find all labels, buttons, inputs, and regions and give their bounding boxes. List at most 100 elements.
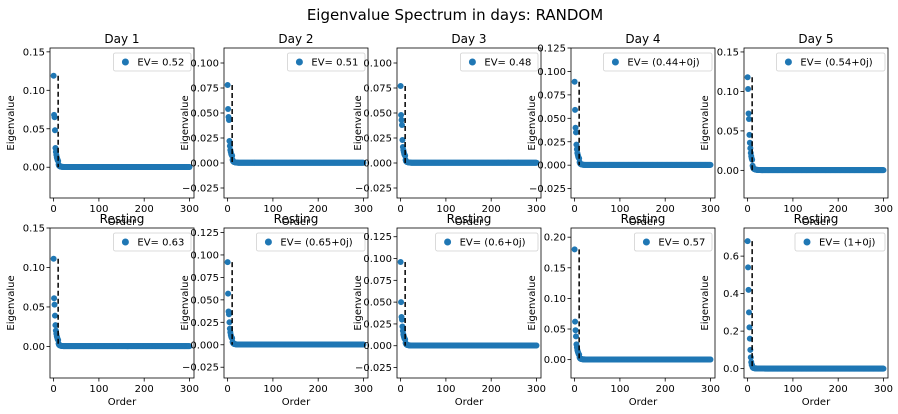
legend-box <box>634 232 713 252</box>
data-point <box>746 324 753 331</box>
x-tick-label: 100 <box>263 384 282 395</box>
y-tick-label: 0.6 <box>723 252 739 263</box>
x-tick-label: 100 <box>89 204 108 215</box>
x-axis-label: Order <box>108 217 137 228</box>
y-tick-label: 0.075 <box>190 273 219 284</box>
data-point <box>880 167 887 174</box>
data-point <box>572 327 579 334</box>
x-axis-label: Order <box>455 397 484 408</box>
legend-label: EV= (0.54+0j) <box>800 58 872 69</box>
legend-label: EV= 0.57 <box>658 238 705 249</box>
data-point <box>745 86 752 93</box>
data-point <box>225 117 232 123</box>
x-axis-label: Order <box>108 397 137 408</box>
subplot-panel: Resting 0 100 200 300 −0.025 0.000 0.025 0.050 0.… <box>180 212 373 408</box>
subplot-panel: Day 5 0 100 200 300 0.00 0.05 0.10 0.15 Order Eige… <box>700 32 893 228</box>
x-tick-label: 0 <box>50 204 56 215</box>
data-point <box>572 333 579 340</box>
data-point <box>399 323 406 330</box>
y-tick-label: 0.050 <box>363 298 392 309</box>
x-axis-label: Order <box>282 217 311 228</box>
plot-area-frame <box>743 227 889 379</box>
legend-marker <box>295 58 303 66</box>
plot-area-frame <box>570 47 716 199</box>
x-tick-label: 200 <box>482 384 501 395</box>
plot-area-frame <box>396 47 542 199</box>
scatter-series <box>397 83 540 166</box>
subplot-title: Day 3 <box>451 32 486 46</box>
data-point <box>226 138 233 144</box>
data-point <box>744 238 751 245</box>
x-tick-label: 100 <box>783 204 802 215</box>
y-tick-label: 0.075 <box>363 84 392 95</box>
y-tick-label: 0.000 <box>190 159 219 170</box>
legend-label: EV= (0.6+0j) <box>460 238 526 249</box>
subplot-title: Resting <box>100 212 145 226</box>
y-tick-label: −0.025 <box>182 363 219 374</box>
x-tick-label: 0 <box>397 384 403 395</box>
x-tick-label: 0 <box>571 384 577 395</box>
data-point <box>398 122 405 128</box>
data-point <box>746 139 753 146</box>
x-tick-label: 0 <box>744 384 750 395</box>
x-tick-label: 100 <box>436 384 455 395</box>
legend-label: EV= (0.65+0j) <box>280 238 352 249</box>
y-tick-label: 0.100 <box>190 59 219 70</box>
data-point <box>572 124 579 131</box>
x-tick-label: 200 <box>829 384 848 395</box>
data-point <box>51 312 58 319</box>
data-point <box>745 286 752 293</box>
x-tick-label: 0 <box>571 204 577 215</box>
data-point <box>224 259 231 266</box>
y-tick-label: 0.125 <box>537 44 566 55</box>
y-tick-label: 0.15 <box>23 224 45 235</box>
plot-area-frame <box>223 47 369 199</box>
x-axis-label: Order <box>455 217 484 228</box>
data-point <box>573 141 580 148</box>
y-tick-label: 0.075 <box>363 276 392 287</box>
data-point <box>707 356 714 363</box>
y-axis-label: Eigenvalue <box>527 275 538 330</box>
legend-box <box>459 52 539 72</box>
y-axis-label: Eigenvalue <box>700 95 711 150</box>
data-point <box>572 106 579 113</box>
data-point <box>745 116 752 123</box>
x-tick-label: 300 <box>527 384 546 395</box>
legend-box <box>113 52 192 72</box>
data-point <box>572 129 579 136</box>
subplot-title: Resting <box>621 212 666 226</box>
y-tick-label: −0.025 <box>529 184 566 195</box>
y-axis-label: Eigenvalue <box>180 95 191 150</box>
data-point <box>225 311 232 318</box>
legend-marker <box>121 238 129 246</box>
y-tick-label: −0.025 <box>355 363 392 374</box>
data-point <box>225 290 232 297</box>
scatter-series <box>224 259 367 348</box>
data-point <box>533 342 540 349</box>
scatter-series <box>50 72 193 170</box>
legend-marker <box>803 238 811 246</box>
scatter-series <box>744 238 887 372</box>
y-tick-label: −0.025 <box>355 184 392 195</box>
y-tick-label: 0.00 <box>23 163 45 174</box>
y-tick-label: 0.075 <box>537 90 566 101</box>
data-point <box>397 83 404 89</box>
subplot-panel: Resting 0 100 200 300 −0.025 0.000 0.025 0.050 0.… <box>353 212 546 408</box>
y-tick-label: 0.050 <box>190 109 219 120</box>
legend-marker <box>611 58 619 66</box>
x-tick-label: 300 <box>354 204 373 215</box>
y-axis-label: Eigenvalue <box>6 95 17 150</box>
data-point <box>746 131 753 138</box>
y-tick-label: 0.00 <box>23 342 45 353</box>
plot-area-frame <box>396 227 542 379</box>
y-tick-label: 0.10 <box>717 87 739 98</box>
y-axis-label: Eigenvalue <box>180 275 191 330</box>
data-point <box>745 110 752 117</box>
plot-area-frame <box>223 227 369 379</box>
y-tick-label: 0.100 <box>190 250 219 261</box>
y-tick-label: 0.050 <box>363 109 392 120</box>
legend-box <box>794 232 886 252</box>
y-tick-label: 0.025 <box>190 318 219 329</box>
y-axis-label: Eigenvalue <box>353 95 364 150</box>
y-tick-label: 0.100 <box>363 59 392 70</box>
